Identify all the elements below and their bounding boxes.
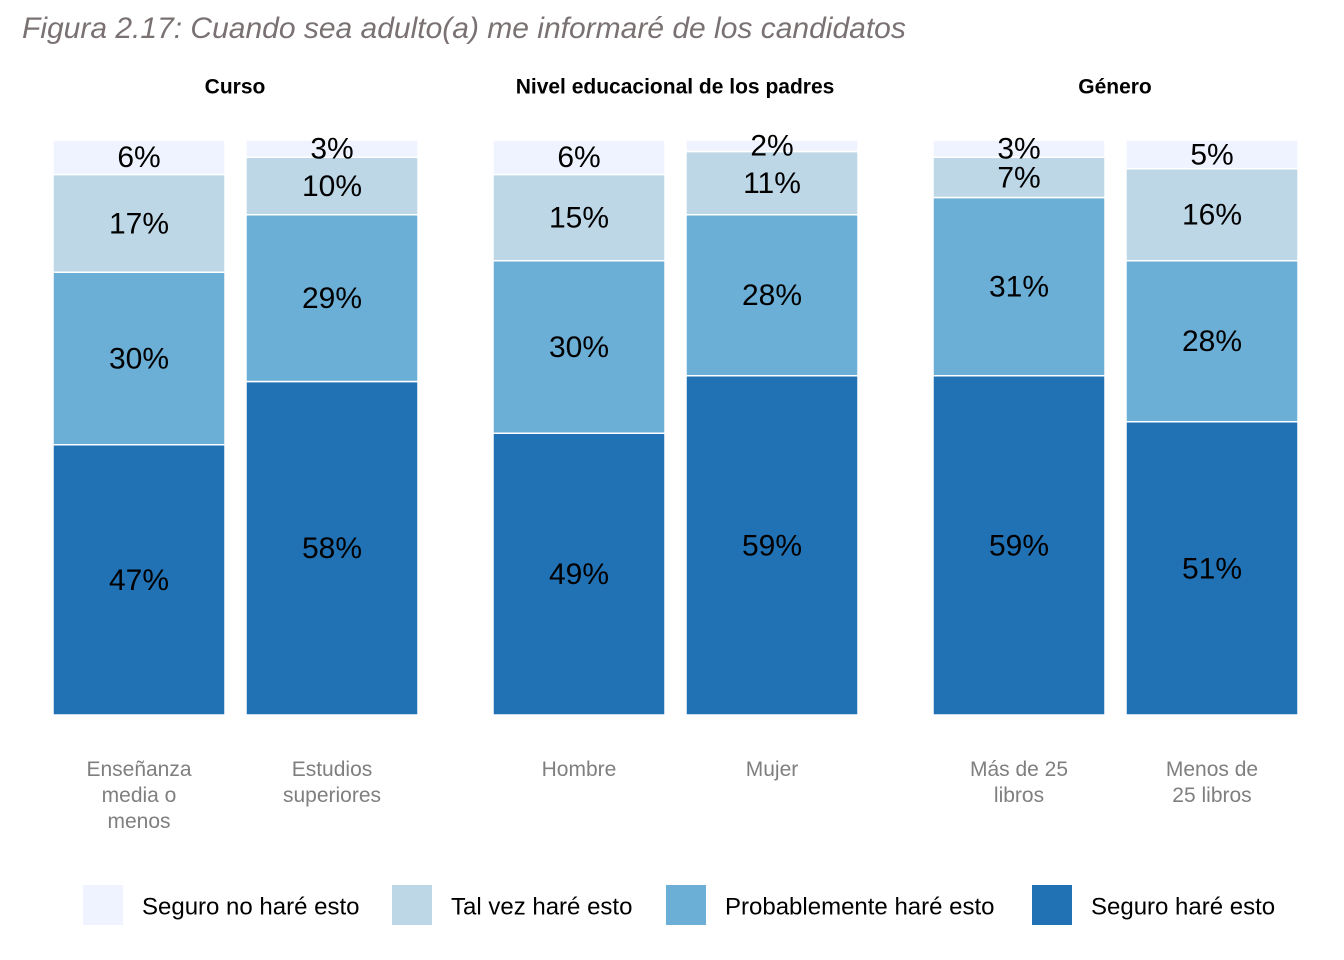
bar-segment: [492, 139, 666, 176]
data-label: 31%: [989, 271, 1049, 304]
data-label: 17%: [109, 207, 169, 240]
legend-label: Probablemente haré esto: [725, 893, 995, 920]
data-label: 2%: [750, 130, 793, 163]
data-label: 6%: [117, 141, 160, 174]
data-label: 10%: [302, 170, 362, 203]
panel-title: Nivel educacional de los padres: [516, 76, 835, 99]
bar-segment: [1125, 139, 1299, 170]
bar-segment: [685, 375, 859, 716]
legend-swatch: [392, 885, 432, 925]
bar-segment: [685, 150, 859, 216]
data-label: 28%: [1182, 325, 1242, 358]
bar-segment: [685, 139, 859, 153]
x-tick-label: Hombre: [541, 758, 617, 781]
x-tick-label: Estudios superiores: [282, 758, 382, 807]
bar-segment: [932, 375, 1106, 716]
data-label: 3%: [310, 133, 353, 166]
x-tick-label: Menos de 25 libros: [1165, 758, 1259, 807]
x-tick-label: Enseñanza media o menos: [86, 758, 192, 833]
data-label: 3%: [997, 133, 1040, 166]
panel-title: Curso: [205, 76, 266, 99]
data-label: 59%: [989, 529, 1049, 562]
x-tick-label: Más de 25 libros: [969, 758, 1069, 807]
bar-segment: [1125, 260, 1299, 423]
data-label: 51%: [1182, 552, 1242, 585]
data-label: 58%: [302, 532, 362, 565]
legend-label: Seguro haré esto: [1091, 893, 1275, 920]
bar-segment: [1125, 421, 1299, 716]
data-label: 30%: [109, 342, 169, 375]
bar-segment: [492, 260, 666, 434]
bar-segment: [52, 139, 226, 176]
data-label: 7%: [997, 161, 1040, 194]
data-label: 11%: [743, 167, 801, 200]
bar-segment: [245, 380, 419, 716]
bar-segment: [932, 156, 1106, 199]
data-label: 49%: [549, 558, 609, 591]
legend-swatch: [83, 885, 123, 925]
data-label: 5%: [1190, 138, 1233, 171]
bar-segment: [932, 196, 1106, 377]
bar-segment: [52, 444, 226, 716]
bar-segment: [245, 139, 419, 158]
legend-label: Tal vez haré esto: [451, 893, 632, 920]
chart-title: Figura 2.17: Cuando sea adulto(a) me inf…: [22, 12, 906, 45]
x-tick-label: Mujer: [745, 758, 799, 781]
data-label: 15%: [549, 202, 609, 235]
bar-segment: [685, 214, 859, 377]
legend-label: Seguro no haré esto: [142, 893, 360, 920]
legend-swatch: [666, 885, 706, 925]
data-label: 6%: [557, 141, 600, 174]
data-label: 29%: [302, 282, 362, 315]
bar-segment: [932, 139, 1106, 158]
bar-segment: [492, 432, 666, 716]
bar-segment: [245, 214, 419, 383]
data-label: 28%: [742, 279, 802, 312]
data-label: 16%: [1182, 199, 1242, 232]
legend-swatch: [1032, 885, 1072, 925]
data-label: 59%: [742, 529, 802, 562]
bar-segment: [1125, 168, 1299, 262]
data-label: 30%: [549, 331, 609, 364]
bar-segment: [52, 271, 226, 446]
data-label: 47%: [109, 564, 169, 597]
panel-title: Género: [1078, 76, 1152, 99]
bar-segment: [245, 156, 419, 216]
